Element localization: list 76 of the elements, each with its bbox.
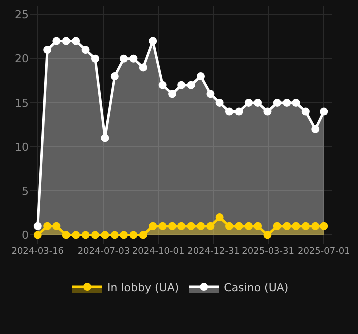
point <box>273 98 282 107</box>
x-tick-label: 2024-12-31 <box>188 247 240 257</box>
point <box>168 90 177 98</box>
point <box>235 108 244 116</box>
point <box>244 222 253 230</box>
point <box>187 81 196 90</box>
point <box>226 108 234 116</box>
y-tick-label: 25 <box>15 8 29 22</box>
point <box>197 222 206 230</box>
point <box>44 222 52 230</box>
point <box>187 222 196 230</box>
point <box>320 108 328 116</box>
point <box>110 231 119 240</box>
point <box>197 72 206 81</box>
point <box>62 37 70 46</box>
point <box>235 222 244 230</box>
point <box>292 222 300 230</box>
y-tick-label: 0 <box>22 229 29 242</box>
point <box>226 222 234 230</box>
point <box>158 81 167 90</box>
point <box>302 222 310 230</box>
point <box>139 64 148 72</box>
point <box>101 231 110 240</box>
point <box>312 125 320 134</box>
x-tick-label: 2024-07-03 <box>78 247 130 257</box>
point <box>312 222 320 230</box>
point <box>158 222 167 230</box>
point <box>273 222 282 230</box>
point <box>72 37 80 46</box>
point <box>206 90 215 98</box>
point <box>34 222 42 230</box>
point <box>283 98 292 107</box>
point <box>52 37 61 46</box>
point <box>130 231 138 240</box>
point <box>264 231 272 240</box>
point <box>120 231 128 240</box>
point <box>149 37 158 46</box>
point <box>72 231 80 240</box>
point <box>216 98 224 107</box>
point <box>254 98 262 107</box>
point <box>62 231 70 240</box>
point <box>302 108 310 116</box>
point <box>82 46 90 54</box>
point <box>264 108 272 116</box>
y-tick-label: 20 <box>15 52 29 66</box>
y-tick-label: 5 <box>22 184 29 198</box>
point <box>82 231 90 240</box>
point <box>292 98 300 107</box>
point <box>178 81 186 90</box>
point <box>91 231 100 240</box>
x-tick-label: 2024-10-01 <box>132 247 185 257</box>
point <box>244 98 253 107</box>
point <box>149 222 158 230</box>
x-tick-label: 2024-03-16 <box>12 247 64 257</box>
point <box>52 222 61 230</box>
legend-label: In lobby (UA) <box>108 281 180 294</box>
point <box>178 222 186 230</box>
point <box>120 54 128 63</box>
point <box>34 231 42 240</box>
point <box>101 134 110 142</box>
x-tick-label: 2025-07-01 <box>298 247 350 257</box>
point <box>139 231 148 240</box>
x-tick-label: 2025-03-31 <box>242 247 294 257</box>
point <box>110 72 119 81</box>
y-tick-label: 10 <box>15 140 29 154</box>
y-tick-label: 15 <box>15 96 29 110</box>
point <box>254 222 262 230</box>
point <box>130 54 138 63</box>
point <box>320 222 328 230</box>
point <box>44 46 52 54</box>
point <box>216 214 224 222</box>
point <box>283 222 292 230</box>
point <box>168 222 177 230</box>
point <box>91 54 100 63</box>
legend-label: Casino (UA) <box>224 281 289 294</box>
point <box>206 222 215 230</box>
